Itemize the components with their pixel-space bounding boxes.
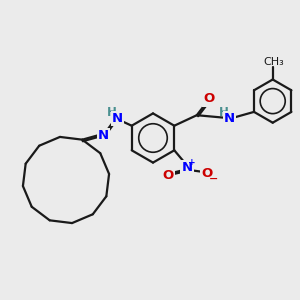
Text: H: H xyxy=(107,106,116,119)
Text: N: N xyxy=(112,112,123,125)
Text: O: O xyxy=(201,167,212,180)
Text: CH₃: CH₃ xyxy=(263,56,284,67)
Text: H: H xyxy=(219,106,229,119)
Text: N: N xyxy=(181,161,193,174)
Text: N: N xyxy=(224,112,236,125)
Text: O: O xyxy=(162,169,174,182)
Text: O: O xyxy=(204,92,215,105)
Text: N: N xyxy=(98,129,110,142)
Text: −: − xyxy=(208,173,218,184)
Text: +: + xyxy=(188,158,196,167)
